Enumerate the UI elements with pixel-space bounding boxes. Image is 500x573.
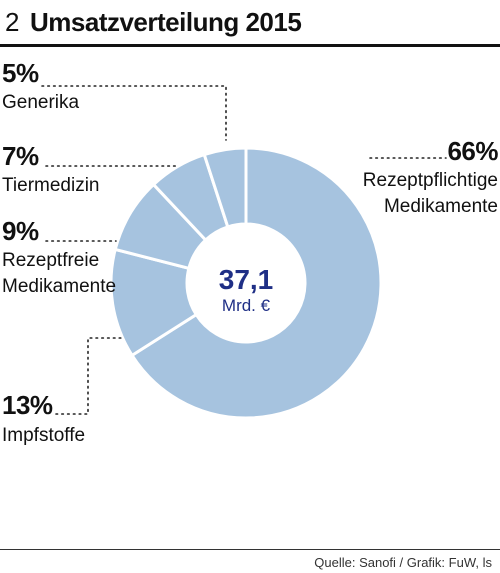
category-label-rezeptfreie-medikamente-line-1: Rezeptfreie (2, 250, 99, 271)
header-rule (0, 44, 500, 47)
category-label-rezeptfreie-medikamente-line-2: Medikamente (2, 276, 116, 297)
footer-rule (0, 549, 500, 550)
chart-header: 2 Umsatzverteilung 2015 (0, 0, 500, 46)
slice-labels: 66% Rezeptpflichtige Medikamente 13% Impfsto… (2, 58, 499, 446)
source-note: Quelle: Sanofi / Grafik: FuW, ls (314, 555, 492, 570)
category-label-impfstoffe: Impfstoffe (2, 425, 85, 446)
percent-label-rezeptpflichtige-medikamente: 66% (447, 136, 498, 166)
slice-generika (202, 146, 248, 229)
center-total-unit: Mrd. € (222, 296, 271, 315)
leader-impfstoffe (55, 337, 123, 415)
center-total-value: 37,1 (219, 264, 274, 295)
slice-rezeptpflichtige-medikamente (129, 146, 383, 420)
percent-label-rezeptfreie-medikamente: 9% (2, 216, 39, 246)
leader-generika (41, 85, 227, 141)
category-label-tiermedizin: Tiermedizin (2, 175, 100, 196)
chart-title: Umsatzverteilung 2015 (30, 7, 302, 37)
chart-number: 2 (5, 7, 20, 37)
category-label-rezeptpflichtige-medikamente-line-2: Medikamente (384, 196, 498, 217)
category-label-generika: Generika (2, 92, 80, 113)
leader-lines (41, 85, 447, 415)
donut-slices (109, 146, 383, 420)
category-label-rezeptpflichtige-medikamente-line-1: Rezeptpflichtige (363, 170, 498, 191)
percent-label-tiermedizin: 7% (2, 141, 39, 171)
percent-label-impfstoffe: 13% (2, 390, 53, 420)
percent-label-generika: 5% (2, 58, 39, 88)
